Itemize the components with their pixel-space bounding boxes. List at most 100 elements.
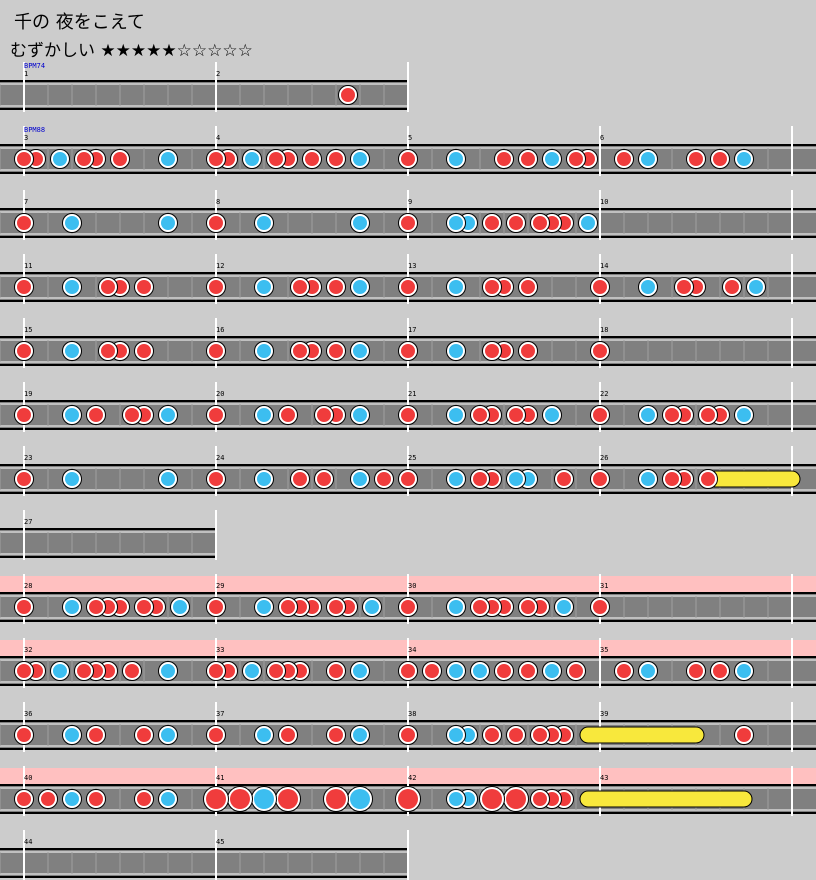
don-note — [617, 664, 631, 678]
ka-note — [449, 344, 463, 358]
measure-number: 17 — [408, 326, 416, 334]
don-note — [293, 280, 307, 294]
don-note — [713, 152, 727, 166]
measure-number: 31 — [600, 582, 608, 590]
lane — [0, 528, 216, 558]
don-note — [209, 280, 223, 294]
measure-number: 44 — [24, 838, 32, 846]
ka-note — [641, 280, 655, 294]
ka-note — [65, 792, 79, 806]
don-note — [401, 152, 415, 166]
don-note — [521, 280, 535, 294]
don-note — [725, 280, 739, 294]
don-note — [137, 344, 151, 358]
don-note — [485, 280, 499, 294]
big-don-note — [482, 789, 502, 809]
don-note — [41, 792, 55, 806]
big-don-note — [398, 789, 418, 809]
big-don-note — [278, 789, 298, 809]
don-note — [17, 600, 31, 614]
ka-note — [161, 152, 175, 166]
measure-number: 41 — [216, 774, 224, 782]
measure-number: 18 — [600, 326, 608, 334]
don-note — [17, 280, 31, 294]
don-note — [401, 600, 415, 614]
measure-number: 29 — [216, 582, 224, 590]
don-note — [533, 216, 547, 230]
don-note — [521, 600, 535, 614]
big-don-note — [206, 789, 226, 809]
don-note — [701, 472, 715, 486]
don-note — [317, 472, 331, 486]
don-note — [17, 728, 31, 742]
big-don-note — [506, 789, 526, 809]
measure-number: 38 — [408, 710, 416, 718]
don-note — [293, 472, 307, 486]
don-note — [281, 728, 295, 742]
ka-note — [737, 152, 751, 166]
ka-note — [449, 152, 463, 166]
don-note — [17, 792, 31, 806]
don-note — [521, 152, 535, 166]
measure-number: 1 — [24, 70, 28, 78]
don-note — [209, 152, 223, 166]
ka-note — [161, 408, 175, 422]
ka-note — [257, 408, 271, 422]
don-note — [113, 152, 127, 166]
measure-number: 5 — [408, 134, 412, 142]
don-note — [17, 664, 31, 678]
don-note — [401, 728, 415, 742]
ka-note — [449, 600, 463, 614]
ka-note — [737, 664, 751, 678]
don-note — [377, 472, 391, 486]
big-don-note — [230, 789, 250, 809]
ka-note — [65, 216, 79, 230]
measure-number: 15 — [24, 326, 32, 334]
don-note — [569, 664, 583, 678]
ka-note — [365, 600, 379, 614]
ka-note — [245, 152, 259, 166]
don-note — [401, 408, 415, 422]
don-note — [329, 280, 343, 294]
don-note — [665, 408, 679, 422]
don-note — [509, 216, 523, 230]
ka-note — [449, 664, 463, 678]
don-note — [401, 344, 415, 358]
don-note — [329, 728, 343, 742]
don-note — [509, 408, 523, 422]
measure-number: 26 — [600, 454, 608, 462]
ka-note — [161, 216, 175, 230]
don-note — [569, 152, 583, 166]
ka-note — [545, 152, 559, 166]
measure-number: 9 — [408, 198, 412, 206]
don-note — [329, 152, 343, 166]
ka-note — [257, 216, 271, 230]
ka-note — [353, 216, 367, 230]
measure-number: 25 — [408, 454, 416, 462]
don-note — [401, 280, 415, 294]
ka-note — [53, 664, 67, 678]
don-note — [485, 216, 499, 230]
ka-note — [641, 664, 655, 678]
ka-note — [749, 280, 763, 294]
don-note — [665, 472, 679, 486]
don-note — [593, 472, 607, 486]
ka-note — [641, 152, 655, 166]
ka-note — [353, 728, 367, 742]
don-note — [497, 664, 511, 678]
don-note — [209, 472, 223, 486]
don-note — [497, 152, 511, 166]
ka-note — [353, 152, 367, 166]
measure-number: 42 — [408, 774, 416, 782]
don-note — [17, 472, 31, 486]
ka-note — [353, 664, 367, 678]
don-note — [89, 728, 103, 742]
don-note — [101, 344, 115, 358]
don-note — [473, 408, 487, 422]
don-note — [125, 664, 139, 678]
ka-note — [641, 408, 655, 422]
don-note — [593, 344, 607, 358]
don-note — [269, 664, 283, 678]
don-note — [209, 728, 223, 742]
